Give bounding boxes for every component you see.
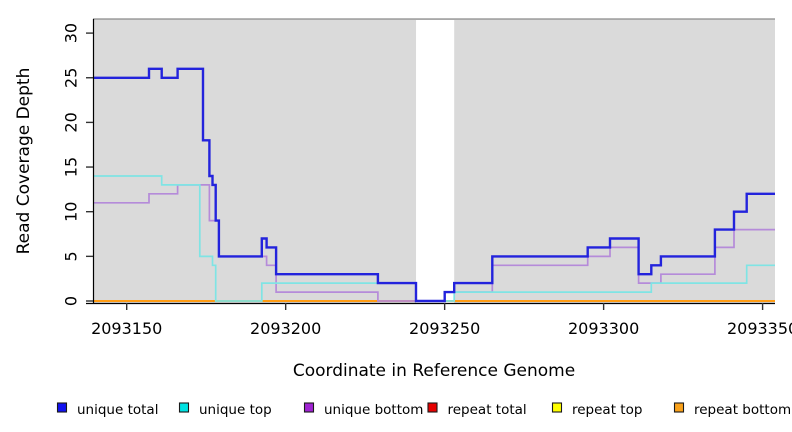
legend-label-repeat-top: repeat top [572,402,642,418]
legend-swatch-unique-total [56,402,68,413]
legend-swatch-repeat-total [427,402,438,413]
axes: 2093150 2093200 2093250 2093300 2093350 0 5 10 1… [62,19,792,338]
x-axis-title: Coordinate in Reference Genome [293,361,575,381]
legend-label-repeat-bottom: repeat bottom [694,402,791,418]
series-lines [93,67,775,303]
legend-swatch-repeat-top [551,402,563,413]
y-tick-label: 30 [62,23,81,43]
y-tick-label: 25 [62,68,81,88]
legend-swatch-unique-top [178,402,190,413]
x-tick-label: 2093200 [250,319,321,338]
y-tick-label: 15 [62,157,81,177]
y-axis-title: Read Coverage Depth [14,68,34,255]
legend-label-unique-bottom: unique bottom [324,402,423,418]
legend-swatch-repeat-bottom [673,402,685,413]
x-tick-label: 2093300 [568,319,639,338]
y-tick-label: 5 [62,251,81,261]
x-tick-label: 2093150 [91,319,162,338]
series-line-unique-top [93,175,775,302]
no-data-band [416,20,455,303]
y-tick-label: 20 [62,112,81,132]
x-tick-label: 2093350 [727,319,792,338]
series-line-unique-total [93,67,775,303]
plot-area [93,18,775,303]
legend-label-unique-total: unique total [77,402,158,418]
x-tick-label: 2093250 [409,319,480,338]
legend: unique total unique top unique bottom repea… [56,402,791,418]
legend-swatch-unique-bottom [303,402,315,413]
y-tick-label: 10 [62,202,81,222]
legend-label-repeat-total: repeat total [448,402,527,418]
legend-label-unique-top: unique top [199,402,272,418]
y-tick-label: 0 [62,296,81,306]
